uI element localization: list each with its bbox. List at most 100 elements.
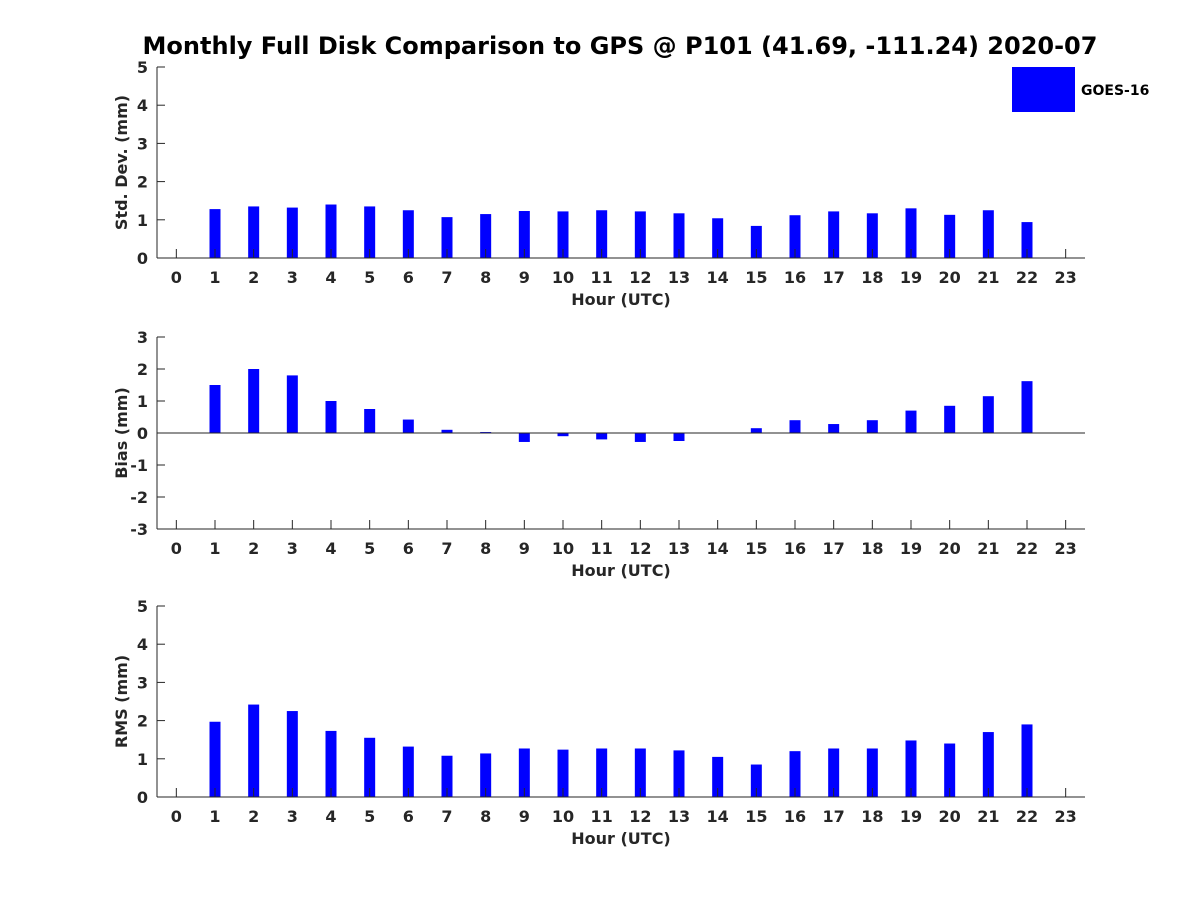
x-tick-label: 12 (629, 268, 651, 287)
x-tick-label: 10 (552, 807, 574, 826)
bar-hour-14 (712, 218, 724, 258)
bar-hour-22 (1021, 381, 1033, 433)
x-tick-label: 12 (629, 539, 651, 558)
bar-hour-3 (286, 711, 298, 797)
bar-hour-7 (441, 217, 453, 258)
x-tick-label: 14 (707, 268, 729, 287)
x-tick-label: 23 (1055, 539, 1077, 558)
x-tick-label: 1 (209, 539, 220, 558)
bar-hour-17 (828, 211, 840, 258)
y-tick-label: 2 (137, 360, 148, 379)
bar-hour-1 (209, 721, 221, 797)
bar-hour-16 (789, 420, 801, 433)
x-tick-label: 23 (1055, 268, 1077, 287)
y-tick-label: -2 (130, 488, 148, 507)
bar-hour-3 (286, 207, 298, 258)
bar-hour-1 (209, 385, 221, 433)
bar-hour-19 (905, 208, 917, 258)
bar-hour-8 (480, 214, 492, 258)
x-tick-label: 5 (364, 539, 375, 558)
x-tick-label: 17 (823, 268, 845, 287)
x-tick-label: 20 (939, 539, 961, 558)
legend-swatch-goes-16 (1012, 67, 1075, 112)
legend: GOES-16 (1012, 67, 1149, 112)
bar-hour-15 (750, 764, 762, 797)
x-tick-label: 0 (171, 539, 182, 558)
x-tick-label: 10 (552, 268, 574, 287)
y-tick-label: 3 (137, 673, 148, 692)
x-tick-label: 7 (441, 268, 452, 287)
x-tick-label: 1 (209, 268, 220, 287)
bar-hour-15 (750, 225, 762, 258)
bar-hour-18 (866, 420, 878, 433)
x-tick-label: 3 (287, 539, 298, 558)
x-tick-label: 20 (939, 268, 961, 287)
bar-hour-12 (634, 748, 646, 797)
x-tick-label: 9 (519, 539, 530, 558)
x-tick-label: 21 (977, 807, 999, 826)
bar-hour-19 (905, 410, 917, 433)
bar-hour-18 (866, 213, 878, 258)
bar-hour-21 (982, 210, 994, 258)
bar-hour-6 (402, 210, 414, 258)
x-tick-label: 14 (707, 539, 729, 558)
bar-hour-12 (634, 211, 646, 258)
x-tick-label: 4 (325, 268, 336, 287)
bar-hour-13 (673, 750, 685, 797)
bar-hour-14 (712, 756, 724, 797)
x-tick-label: 7 (441, 807, 452, 826)
x-tick-label: 5 (364, 268, 375, 287)
x-tick-label: 4 (325, 539, 336, 558)
x-tick-label: 14 (707, 807, 729, 826)
x-tick-label: 9 (519, 268, 530, 287)
y-tick-label: -3 (130, 520, 148, 539)
x-tick-label: 3 (287, 807, 298, 826)
bar-hour-5 (364, 409, 376, 433)
x-tick-label: 7 (441, 539, 452, 558)
y-tick-label: 5 (137, 597, 148, 616)
bar-hour-2 (248, 704, 260, 797)
bar-hour-18 (866, 748, 878, 797)
bar-hour-21 (982, 732, 994, 797)
bar-hour-13 (673, 213, 685, 258)
bar-hour-6 (402, 746, 414, 797)
bar-hour-6 (402, 419, 414, 433)
bar-hour-17 (828, 424, 840, 433)
x-tick-label: 11 (591, 807, 613, 826)
x-tick-label: 2 (248, 807, 259, 826)
y-tick-label: 0 (137, 788, 148, 807)
x-tick-label: 6 (403, 539, 414, 558)
y-tick-label: 1 (137, 750, 148, 769)
x-tick-label: 22 (1016, 807, 1038, 826)
y-tick-label: 0 (137, 424, 148, 443)
x-tick-label: 2 (248, 539, 259, 558)
y-tick-label: 5 (137, 58, 148, 77)
bar-hour-11 (596, 210, 608, 258)
x-tick-label: 16 (784, 268, 806, 287)
x-tick-label: 0 (171, 807, 182, 826)
bar-hour-13 (673, 433, 685, 441)
x-tick-label: 21 (977, 539, 999, 558)
x-axis-label: Hour (UTC) (571, 290, 671, 309)
x-tick-label: 3 (287, 268, 298, 287)
x-tick-label: 5 (364, 807, 375, 826)
y-tick-label: 2 (137, 712, 148, 731)
bar-hour-16 (789, 215, 801, 258)
x-tick-label: 22 (1016, 539, 1038, 558)
x-tick-label: 23 (1055, 807, 1077, 826)
x-tick-label: 6 (403, 268, 414, 287)
x-tick-label: 0 (171, 268, 182, 287)
x-tick-label: 17 (823, 539, 845, 558)
y-tick-label: 3 (137, 134, 148, 153)
y-tick-label: 4 (137, 635, 148, 654)
x-tick-label: 15 (745, 268, 767, 287)
y-tick-label: 1 (137, 211, 148, 230)
bar-hour-21 (982, 396, 994, 433)
bar-hour-9 (518, 433, 530, 442)
y-tick-label: 0 (137, 249, 148, 268)
legend-label-goes-16: GOES-16 (1081, 83, 1149, 99)
x-tick-label: 19 (900, 268, 922, 287)
x-tick-label: 12 (629, 807, 651, 826)
bar-hour-22 (1021, 724, 1033, 797)
